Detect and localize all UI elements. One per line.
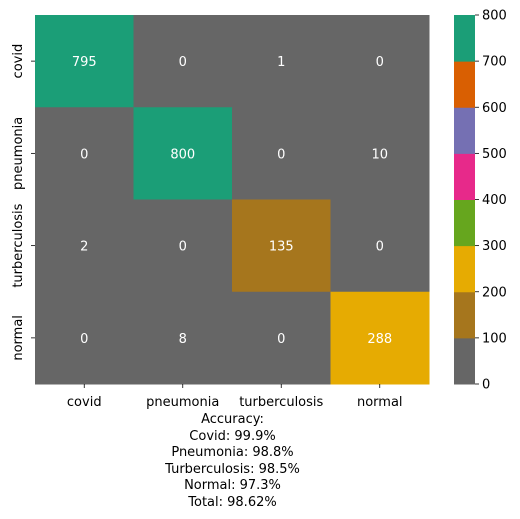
colorbar-tick-label-400: 400 xyxy=(482,193,507,208)
x-axis-ticks: covid pneumonia turberculosis normal xyxy=(67,384,403,410)
colorbar-tick-label-600: 600 xyxy=(482,101,507,116)
heatmap-cell-turberculosis-pneumonia xyxy=(133,199,233,293)
accuracy-summary: Accuracy: Covid: 99.9% Pneumonia: 98.8% … xyxy=(0,412,465,511)
heatmap-cell-turberculosis-turberculosis xyxy=(232,199,331,293)
colorbar-segment-7 xyxy=(454,15,475,62)
heatmap-cell-normal-turberculosis xyxy=(232,291,331,385)
colorbar-segment-0 xyxy=(454,337,475,385)
y-tick-label-turberculosis: turberculosis xyxy=(11,203,26,287)
accuracy-heading: Accuracy: xyxy=(201,412,264,427)
colorbar-segment-1 xyxy=(454,291,475,339)
cell-value-turberculosis-covid: 2 xyxy=(80,240,88,255)
colorbar-segment-3 xyxy=(454,199,475,247)
heatmap-cell-pneumonia-pneumonia xyxy=(133,107,233,200)
accuracy-normal: Normal: 97.3% xyxy=(184,478,281,493)
heatmap-cells xyxy=(35,15,430,385)
colorbar-tick-label-500: 500 xyxy=(482,147,507,162)
y-tick-label-normal: normal xyxy=(11,315,26,361)
cell-value-normal-pneumonia: 8 xyxy=(179,332,187,347)
cell-annotations: 795 0 1 00 800 0 102 0 135 00 8 0 288 xyxy=(72,55,392,347)
cell-value-turberculosis-normal: 0 xyxy=(376,240,384,255)
colorbar-segment-2 xyxy=(454,245,475,293)
cell-value-pneumonia-turberculosis: 0 xyxy=(277,147,285,162)
heatmap-cell-pneumonia-turberculosis xyxy=(232,107,331,200)
y-tick-label-pneumonia: pneumonia xyxy=(11,117,26,190)
x-tick-label-turberculosis: turberculosis xyxy=(239,395,323,410)
colorbar-tick-label-700: 700 xyxy=(482,55,507,70)
accuracy-covid: Covid: 99.9% xyxy=(189,428,276,444)
heatmap-cell-turberculosis-covid xyxy=(35,199,134,293)
cell-value-covid-covid: 795 xyxy=(72,55,97,70)
cell-value-pneumonia-covid: 0 xyxy=(80,147,88,162)
x-tick-label-covid: covid xyxy=(67,395,102,410)
heatmap-cell-covid-pneumonia xyxy=(133,15,233,108)
cell-value-normal-turberculosis: 0 xyxy=(277,332,285,347)
accuracy-total: Total: 98.62% xyxy=(188,494,277,510)
cell-value-normal-covid: 0 xyxy=(80,332,88,347)
colorbar-tick-label-100: 100 xyxy=(482,331,507,346)
colorbar-tick-label-300: 300 xyxy=(482,239,507,254)
heatmap-cell-covid-covid xyxy=(35,15,134,108)
colorbar-segment-5 xyxy=(454,107,475,154)
cell-value-covid-turberculosis: 1 xyxy=(277,55,285,70)
heatmap-cell-normal-normal xyxy=(330,291,430,385)
heatmap-cell-covid-turberculosis xyxy=(232,15,331,108)
colorbar-segment-6 xyxy=(454,61,475,108)
colorbar-segment-4 xyxy=(454,153,475,200)
cell-value-normal-normal: 288 xyxy=(367,332,392,347)
cell-value-turberculosis-turberculosis: 135 xyxy=(269,240,294,255)
cell-value-covid-normal: 0 xyxy=(376,55,384,70)
heatmap-cell-normal-pneumonia xyxy=(133,291,233,385)
colorbar: 0 100 200 300 400 500 600 700 800 xyxy=(454,9,507,393)
heatmap-cell-pneumonia-covid xyxy=(35,107,134,200)
heatmap-cell-turberculosis-normal xyxy=(330,199,430,293)
cell-value-covid-pneumonia: 0 xyxy=(179,55,187,70)
heatmap-cell-covid-normal xyxy=(330,15,430,108)
accuracy-turberculosis: Turberculosis: 98.5% xyxy=(165,461,300,477)
y-tick-label-covid: covid xyxy=(11,44,26,79)
heatmap-cell-pneumonia-normal xyxy=(330,107,430,200)
accuracy-pneumonia: Pneumonia: 98.8% xyxy=(171,445,294,460)
y-axis-ticks: covid pneumonia turberculosis normal xyxy=(11,44,35,361)
cell-value-turberculosis-pneumonia: 0 xyxy=(179,240,187,255)
x-tick-label-normal: normal xyxy=(357,395,403,410)
cell-value-pneumonia-normal: 10 xyxy=(371,147,388,162)
heatmap-cell-normal-covid xyxy=(35,291,134,385)
colorbar-tick-label-800: 800 xyxy=(482,9,507,24)
x-tick-label-pneumonia: pneumonia xyxy=(146,395,219,410)
cell-value-pneumonia-pneumonia: 800 xyxy=(170,147,195,162)
colorbar-tick-label-200: 200 xyxy=(482,285,507,300)
colorbar-tick-label-0: 0 xyxy=(482,378,490,393)
